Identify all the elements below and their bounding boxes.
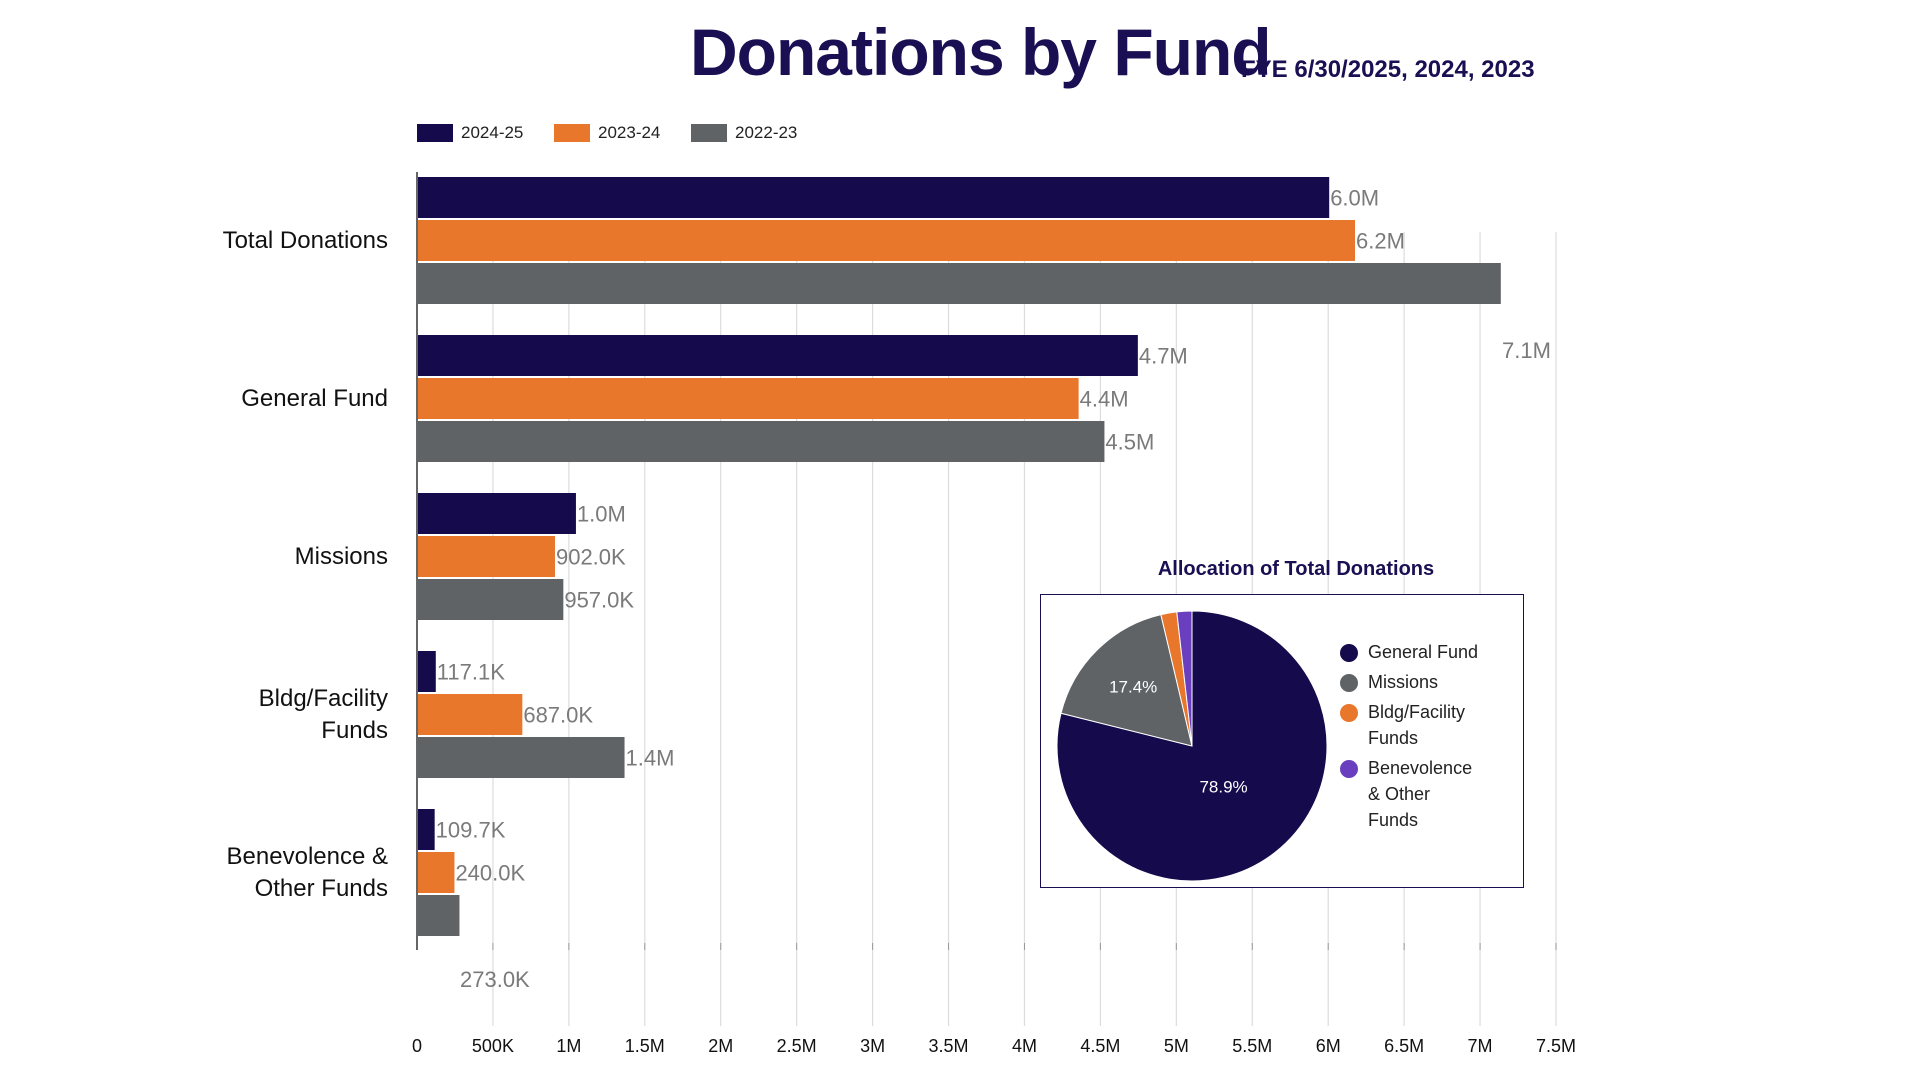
x-tick-label: 500K <box>472 1036 514 1056</box>
bar <box>418 177 1330 218</box>
bar <box>418 651 436 692</box>
category-label: General Fund <box>88 383 388 415</box>
legend-label: 2024-25 <box>461 123 524 142</box>
category-label-line: Missions <box>294 542 388 570</box>
category-label-line: Other Funds <box>254 874 388 902</box>
bar <box>418 895 460 936</box>
category-label: Total Donations <box>88 225 388 257</box>
x-tick-label: 7M <box>1468 1036 1493 1056</box>
legend-item: 2024-25 <box>417 122 523 144</box>
pie-legend-label-line: Funds <box>1368 728 1419 748</box>
pie-legend-label: Missions <box>1368 669 1438 695</box>
bar <box>418 852 455 893</box>
x-tick-label: 6.5M <box>1384 1036 1424 1056</box>
legend-label: 2022-23 <box>735 123 798 142</box>
pie-legend-dot <box>1340 644 1358 662</box>
bar <box>418 220 1356 261</box>
legend-swatch <box>554 124 590 142</box>
pie-legend-dot <box>1340 674 1358 692</box>
x-tick-label: 7.5M <box>1536 1036 1576 1056</box>
bar <box>418 579 564 620</box>
x-tick-label: 6M <box>1316 1036 1341 1056</box>
data-label: 6.2M <box>1356 229 1405 254</box>
category-label-line: General Fund <box>241 384 388 412</box>
data-label: 1.0M <box>577 502 626 527</box>
data-label: 687.0K <box>523 703 593 728</box>
x-tick-label: 5M <box>1164 1036 1189 1056</box>
bar <box>418 493 576 534</box>
bar <box>418 335 1138 376</box>
x-tick-label: 0 <box>412 1036 422 1056</box>
pie-chart: 78.9% 17.4% <box>1056 610 1328 882</box>
x-tick-label: 2.5M <box>777 1036 817 1056</box>
data-label: 240.0K <box>455 861 525 886</box>
pie-legend-item: General Fund <box>1340 642 1520 665</box>
x-tick-label: 5.5M <box>1232 1036 1272 1056</box>
pie-legend-item: Benevolence & Other Funds <box>1340 758 1520 833</box>
data-label: 109.7K <box>436 818 506 843</box>
legend-item: 2022-23 <box>691 122 797 144</box>
legend-swatch <box>691 124 727 142</box>
pie-legend: General Fund Missions Bldg/Facility Funds Be… <box>1340 642 1520 841</box>
pie-legend-label-line: Missions <box>1368 672 1439 692</box>
data-label: 957.0K <box>564 588 634 613</box>
pie-legend-label-line: & Other <box>1368 784 1431 804</box>
pie-legend-label-line: Bldg/Facility <box>1368 702 1466 722</box>
x-tick-label: 2M <box>708 1036 733 1056</box>
data-label: 1.4M <box>626 746 675 771</box>
legend-item: 2023-24 <box>554 122 660 144</box>
x-tick-label: 3M <box>860 1036 885 1056</box>
chart-subtitle: FYE 6/30/2025, 2024, 2023 <box>1241 56 1535 83</box>
data-labels: 6.0M 6.2M 7.1M 4.7M 4.4M 4.5M 1.0M 902.0K 957.0K… <box>436 186 1551 993</box>
category-label-line: Funds <box>321 716 388 744</box>
legend-label: 2023-24 <box>598 123 661 142</box>
legend-swatch <box>417 124 453 142</box>
data-label: 6.0M <box>1330 186 1379 211</box>
bar <box>418 263 1501 304</box>
category-label: Benevolence & Other Funds <box>88 841 388 905</box>
pie-legend-dot <box>1340 760 1358 778</box>
bar <box>418 421 1105 462</box>
data-label: 4.7M <box>1139 344 1188 369</box>
category-label: Missions <box>88 541 388 573</box>
data-label: 117.1K <box>437 660 505 685</box>
bar <box>418 536 555 577</box>
x-tick-label: 4M <box>1012 1036 1037 1056</box>
category-label-line: Benevolence & <box>226 842 388 870</box>
bar <box>418 737 625 778</box>
x-tick-label: 1M <box>556 1036 581 1056</box>
pie-slice-label: 78.9% <box>1199 777 1247 796</box>
bar <box>418 809 435 850</box>
data-label: 4.4M <box>1080 387 1129 412</box>
pie-legend-item: Bldg/Facility Funds <box>1340 702 1520 751</box>
pie-legend-label: Bldg/Facility Funds <box>1368 699 1465 751</box>
pie-legend-label-line: Funds <box>1368 810 1419 830</box>
category-label-line: Bldg/Facility <box>258 684 388 712</box>
bar <box>418 694 523 735</box>
category-label-line: Total Donations <box>222 226 388 254</box>
pie-title: Allocation of Total Donations <box>1157 558 1435 580</box>
chart-title: Donations by Fund <box>690 15 1272 89</box>
bar <box>418 378 1079 419</box>
pie-legend-dot <box>1340 704 1358 722</box>
pie-legend-label-line: General Fund <box>1368 642 1479 662</box>
pie-legend-label-line: Benevolence <box>1368 758 1473 778</box>
data-label: 7.1M <box>1502 338 1551 363</box>
data-label: 273.0K <box>460 967 530 992</box>
x-tick-label: 1.5M <box>625 1036 665 1056</box>
bars <box>418 177 1501 936</box>
pie-legend-label: Benevolence & Other Funds <box>1368 755 1472 833</box>
x-tick-labels: 0 500K 1M 1.5M 2M 2.5M 3M 3.5M 4M 4.5M 5M 5.5M 6M 6.5… <box>412 1036 1576 1056</box>
pie-legend-label: General Fund <box>1368 639 1478 665</box>
pie-slice <box>1176 610 1193 747</box>
data-label: 4.5M <box>1105 430 1154 455</box>
pie-slice-label: 17.4% <box>1109 677 1157 696</box>
x-tick-label: 3.5M <box>929 1036 969 1056</box>
x-tick-label: 4.5M <box>1080 1036 1120 1056</box>
pie-slice <box>1060 614 1193 747</box>
data-label: 902.0K <box>556 545 626 570</box>
pie-legend-item: Missions <box>1340 672 1520 695</box>
category-label: Bldg/Facility Funds <box>88 683 388 747</box>
